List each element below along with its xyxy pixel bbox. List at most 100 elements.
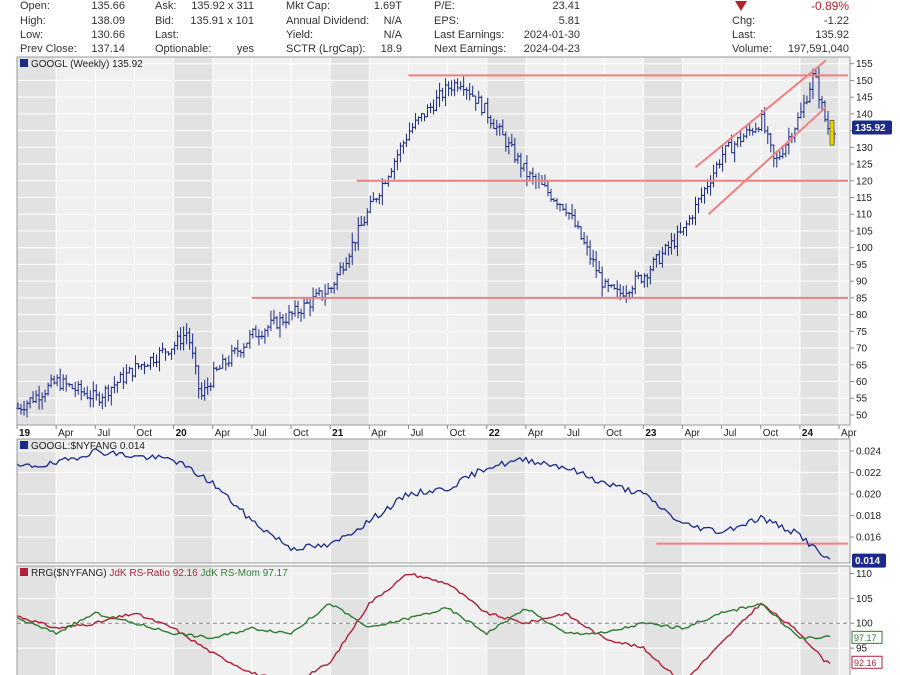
- x-tick-label: 23: [645, 428, 657, 439]
- y-tick-label: 75: [856, 327, 868, 338]
- price-panel-title: GOOGL (Weekly) 135.92: [20, 59, 143, 70]
- y-tick-label: 60: [856, 377, 868, 388]
- open-value: 135.66: [91, 0, 125, 12]
- alt-quarter-band: [173, 57, 213, 425]
- bid-value: 135.91 x 101: [190, 15, 254, 27]
- rrg-gridlines: [17, 572, 850, 649]
- alt-quarter-band: [643, 439, 683, 563]
- yield-value: N/A: [384, 29, 403, 41]
- alt-quarter-band: [330, 57, 370, 425]
- last-trade-label: Last:: [155, 29, 179, 41]
- current-week-bar: [829, 119, 835, 146]
- x-tick-label: Apr: [58, 428, 74, 439]
- alt-quarter-band: [486, 57, 526, 425]
- y-tick-label: 50: [856, 410, 868, 421]
- rrg-y-axis: 95 100 105 110: [850, 569, 873, 655]
- y-tick-label: 65: [856, 360, 868, 371]
- y-tick-label: 0.022: [856, 468, 881, 479]
- ratio-panel: 0.016 0.018 0.020 0.022 0.024 0.014 GOOGL:$N…: [16, 438, 886, 568]
- y-tick-label: 105: [856, 226, 873, 237]
- change-percent: -0.89%: [811, 0, 849, 13]
- y-tick-label: 100: [856, 619, 873, 630]
- high-value: 138.09: [91, 15, 125, 27]
- x-tick-label: 22: [489, 428, 501, 439]
- rrg-line-series: [16, 573, 831, 675]
- price-series-swatch: [20, 59, 28, 67]
- price-panel: 50 55 60 65 70 75 80 85 90 95 100 105 110 115 120 125 13…: [16, 56, 892, 426]
- alt-quarter-band: [799, 439, 840, 563]
- eps-value: 5.81: [559, 15, 580, 27]
- ratio-last-tag-text: 0.014: [855, 556, 880, 567]
- rrg-last-tag-box: [851, 630, 883, 644]
- y-tick-label: 70: [856, 344, 868, 355]
- prev-close-label: Prev Close:: [20, 43, 77, 55]
- quote-col-change: -0.89% Chg: -1.22 Last: 135.92 Volume: 1…: [732, 0, 849, 55]
- date-x-axis: 19 Apr Jul Oct 20 Apr Jul Oct 21 Apr Jul Oct 22 Apr Ju…: [16, 425, 857, 439]
- quote-col-ohlc: Open: 135.66 High: 138.09 Low: 130.66 Pr…: [20, 0, 125, 55]
- alt-quarter-band: [173, 566, 213, 675]
- mkt-cap-label: Mkt Cap:: [286, 0, 330, 12]
- price-bars: [16, 67, 837, 418]
- eps-label: EPS:: [434, 15, 459, 27]
- bid-label: Bid:: [155, 15, 174, 27]
- y-tick-label: 0.020: [856, 489, 881, 500]
- rrg-title-source: RRG($NYFANG): [31, 568, 109, 579]
- y-tick-label: 110: [856, 569, 872, 580]
- y-tick-label: 105: [856, 594, 873, 605]
- down-triangle-icon: [735, 1, 747, 11]
- x-tick-label: Jul: [254, 428, 267, 439]
- last-earnings-label: Last Earnings:: [434, 29, 504, 41]
- y-tick-label: 120: [856, 176, 873, 187]
- x-tick-label: Oct: [606, 428, 622, 439]
- x-tick-label: Oct: [136, 428, 152, 439]
- alt-quarter-band: [486, 566, 526, 675]
- panel-bg: [17, 439, 850, 563]
- price-last-tag-text: 135.92: [855, 123, 886, 134]
- chg-label: Chg:: [732, 15, 755, 27]
- ratio-panel-background: [16, 439, 850, 563]
- low-label: Low:: [20, 29, 43, 41]
- low-value: 130.66: [91, 29, 125, 41]
- y-tick-label: 80: [856, 310, 868, 321]
- x-tick-label: Apr: [215, 428, 231, 439]
- volume-label: Volume:: [732, 43, 772, 55]
- alt-quarter-band: [799, 566, 840, 675]
- y-tick-label: 0.018: [856, 511, 881, 522]
- ratio-series-line: [16, 447, 831, 560]
- rrg-panel-title: RRG($NYFANG) JdK RS-Ratio 92.16 JdK RS-M…: [20, 568, 288, 579]
- channel-upper-line: [694, 59, 827, 169]
- y-tick-label: 150: [856, 76, 873, 87]
- alt-quarter-band: [17, 57, 57, 425]
- y-tick-label: 100: [856, 243, 873, 254]
- alt-quarter-band: [173, 439, 213, 563]
- dividend-value: N/A: [384, 15, 403, 27]
- price-panel-frame: [16, 56, 851, 426]
- panel-bg: [17, 57, 850, 425]
- x-tick-label: Jul: [724, 428, 737, 439]
- rrg-panel: 95 100 105 110 97.17 92.16 RRG($NYFANG) JdK …: [16, 565, 883, 675]
- rrg-series-line: [16, 603, 831, 640]
- y-tick-label: 115: [856, 193, 872, 204]
- price-panel-background: [16, 57, 850, 425]
- rrg-last-tag-text: 92.16: [854, 658, 877, 668]
- x-tick-label: 21: [332, 428, 344, 439]
- alt-quarter-band: [799, 57, 840, 425]
- price-last-tag-box: [852, 120, 892, 135]
- optionable-value: yes: [237, 43, 255, 55]
- sctr-label: SCTR (LrgCap):: [286, 43, 365, 55]
- rrg-series-line: [16, 573, 831, 675]
- alt-quarter-band: [643, 566, 683, 675]
- y-tick-label: 125: [856, 160, 873, 171]
- ratio-panel-title: GOOGL:$NYFANG 0.014: [20, 441, 145, 452]
- last-earnings-value: 2024-01-30: [524, 29, 580, 41]
- rrg-last-tags: 97.17 92.16: [851, 630, 883, 669]
- rrg-title-mom: JdK RS-Mom 97.17: [201, 568, 289, 579]
- y-tick-label: 130: [856, 143, 873, 154]
- x-tick-label: Apr: [684, 428, 700, 439]
- x-tick-label: Jul: [567, 428, 580, 439]
- y-tick-label: 0.016: [856, 533, 881, 544]
- ask-value: 135.92 x 311: [191, 0, 254, 12]
- last-label: Last:: [732, 29, 756, 41]
- price-title: GOOGL (Weekly) 135.92: [31, 59, 143, 70]
- x-tick-label: Jul: [97, 428, 110, 439]
